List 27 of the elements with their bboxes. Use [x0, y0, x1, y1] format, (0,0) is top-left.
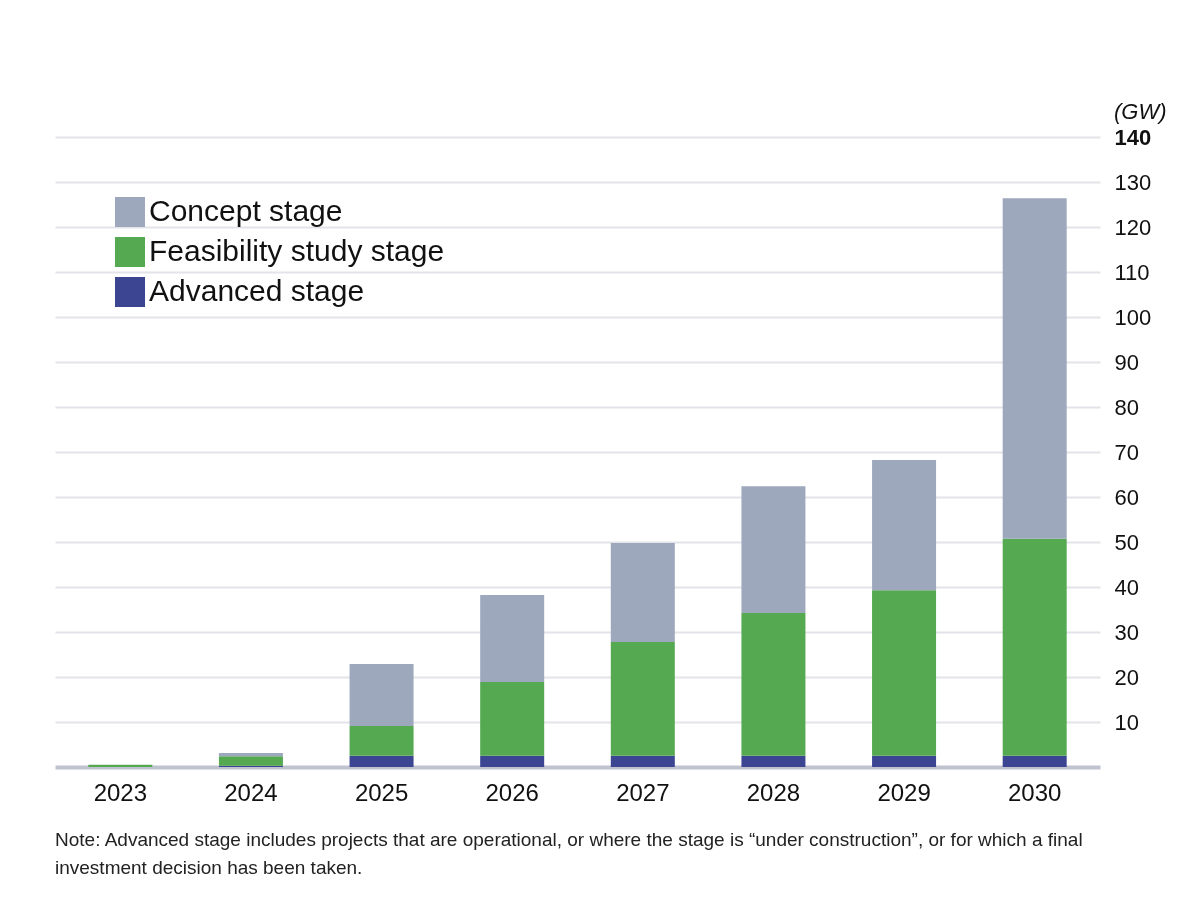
x-tick-label: 2028	[746, 778, 801, 806]
y-tick-label: 80	[1114, 394, 1139, 420]
x-tick-label: 2029	[877, 778, 931, 806]
y-tick-label: 90	[1114, 349, 1139, 375]
y-tick-label: 40	[1114, 574, 1139, 600]
y-tick-label: 100	[1114, 304, 1152, 330]
legend-label: Feasibility study stage	[149, 234, 445, 267]
legend-label: Advanced stage	[149, 274, 365, 307]
y-tick-label: 130	[1114, 169, 1152, 195]
x-tick-label: 2030	[1007, 778, 1062, 806]
x-tick-label: 2025	[354, 778, 409, 806]
x-tick-label: 2026	[485, 778, 539, 806]
y-tick-label: 120	[1114, 214, 1152, 240]
y-tick-label: 140	[1114, 124, 1152, 150]
x-tick-label: 2023	[93, 778, 148, 806]
y-tick-label: 10	[1114, 709, 1139, 735]
y-tick-label: 70	[1114, 439, 1139, 465]
y-tick-label: 20	[1114, 664, 1139, 690]
y-tick-label: 50	[1114, 529, 1139, 555]
text: Note: Advanced stage includes projects that are operational, or where the stage is “under construction”, or for which a final investment decision has been taken.	[55, 828, 1084, 880]
y-tick-label: 30	[1114, 619, 1139, 645]
y-axis-title: (GW)	[1113, 98, 1167, 124]
y-tick-label: 110	[1114, 259, 1150, 285]
x-tick-label: 2024	[224, 778, 278, 806]
y-tick-label: 60	[1114, 484, 1139, 510]
legend-label: Concept stage	[149, 194, 343, 227]
x-tick-label: 2027	[616, 778, 670, 806]
